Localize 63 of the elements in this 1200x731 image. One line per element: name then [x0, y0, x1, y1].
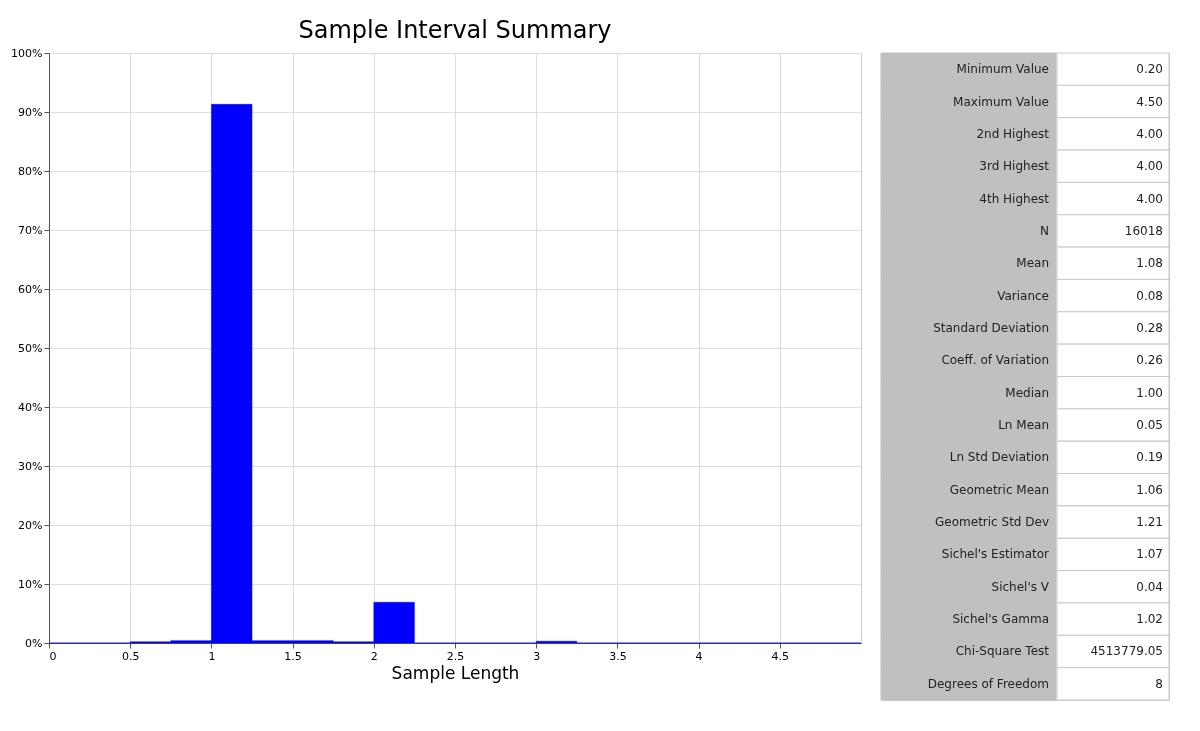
category-label: Median: [1005, 385, 1049, 400]
category-label: Chi-Square Test: [955, 644, 1050, 659]
category-label: 4th Highest: [979, 191, 1050, 206]
y-tick-label: 0%: [25, 636, 43, 650]
text: 8: [1155, 676, 1163, 691]
y-tick-label: 30%: [18, 459, 43, 473]
category-label: Geometric Mean: [949, 482, 1049, 497]
y-tick-label: 50%: [18, 341, 43, 355]
category-label: Maximum Value: [953, 94, 1049, 109]
x-tick-label: 3: [533, 649, 541, 663]
x-tick-label: 0: [49, 649, 57, 663]
x-axis-title: Sample Length: [391, 662, 520, 683]
category-label: Geometric Std Dev: [935, 515, 1049, 530]
y-tick-label: 10%: [18, 577, 43, 591]
x-tick-label: 0.5: [121, 649, 140, 663]
x-tick-label: 4: [695, 649, 703, 663]
text: 4.00: [1136, 191, 1163, 206]
text: 4.50: [1136, 94, 1163, 109]
category-label: Variance: [997, 288, 1049, 303]
y-tick-label: 40%: [18, 400, 43, 414]
text: 0.26: [1136, 353, 1163, 368]
x-tick-label: 1.5: [284, 649, 302, 663]
chart-title: Sample Interval Summary: [298, 16, 612, 44]
category-label: Ln Std Deviation: [949, 450, 1049, 465]
category-label: Standard Deviation: [933, 320, 1049, 335]
text: 0.05: [1136, 418, 1163, 433]
text: 0.08: [1136, 288, 1163, 303]
x-tick-label: 1: [208, 649, 216, 663]
y-tick-label: 90%: [18, 105, 43, 119]
category-label: Sichel's Estimator: [941, 547, 1050, 562]
y-tick-label: 70%: [18, 223, 43, 237]
category-label: Coeff. of Variation: [941, 353, 1049, 368]
x-tick-label: 3.5: [609, 649, 627, 663]
text: 0.19: [1136, 450, 1163, 465]
x-tick-label: 2: [370, 649, 378, 663]
text: 4.00: [1136, 159, 1163, 174]
x-tick-label: 2.5: [446, 649, 465, 663]
text: 1.21: [1136, 515, 1163, 530]
y-tick-label: 60%: [18, 282, 43, 296]
x-tick-label: 4.5: [771, 649, 790, 663]
y-tick-label: 100%: [11, 46, 43, 60]
text: 1.00: [1136, 385, 1163, 400]
text: 1.02: [1136, 612, 1163, 627]
text: 1.08: [1136, 256, 1163, 271]
text: 1.07: [1136, 547, 1163, 562]
category-label: N: [1040, 223, 1049, 238]
category-label: Sichel's Gamma: [952, 612, 1049, 627]
text: 0.04: [1136, 579, 1163, 594]
category-label: Mean: [1016, 256, 1049, 271]
category-label: 2nd Highest: [976, 126, 1050, 141]
text: 4.00: [1136, 126, 1163, 141]
category-label: Sichel's V: [991, 579, 1050, 594]
y-tick-label: 20%: [18, 518, 43, 532]
category-label: Ln Mean: [998, 418, 1049, 433]
category-label: Degrees of Freedom: [927, 676, 1049, 691]
y-tick-label: 80%: [18, 164, 43, 178]
category-label: 3rd Highest: [979, 159, 1050, 174]
text: 1.06: [1136, 482, 1163, 497]
category-label: Minimum Value: [956, 62, 1049, 77]
text: 0.20: [1136, 62, 1163, 77]
text: 0.28: [1136, 320, 1163, 335]
text: 16018: [1124, 223, 1163, 238]
text: 4513779.05: [1090, 644, 1163, 659]
